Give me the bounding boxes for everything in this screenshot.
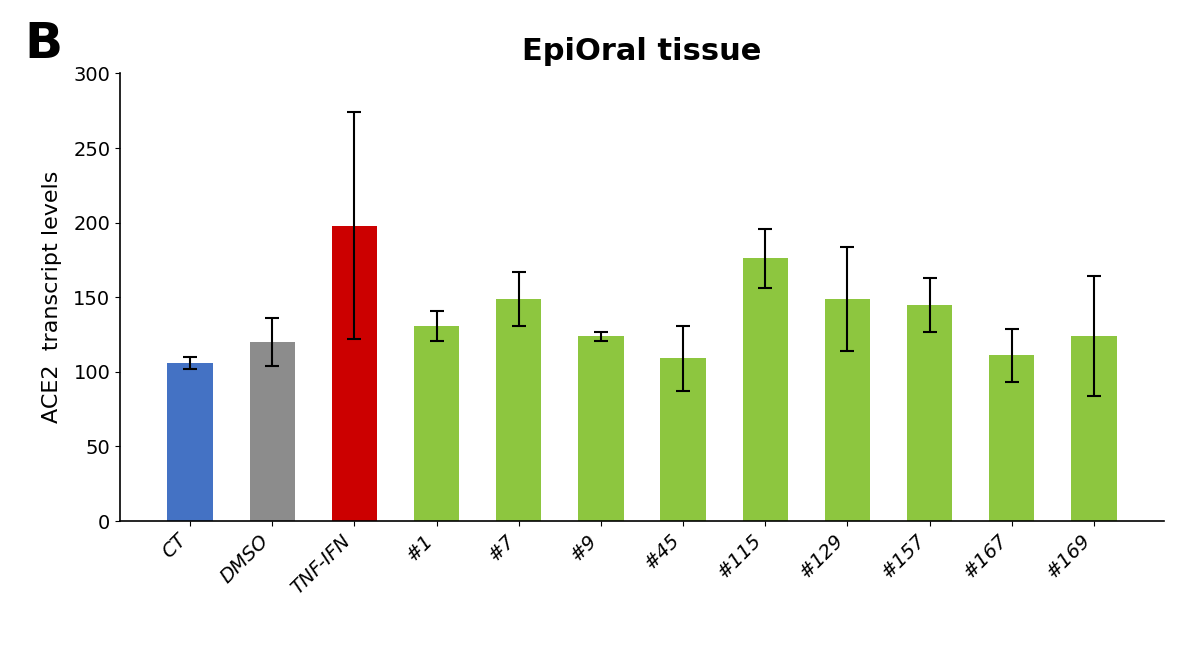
Bar — [414, 325, 460, 521]
Bar — [168, 363, 212, 521]
Bar — [496, 299, 541, 521]
Title: EpiOral tissue: EpiOral tissue — [522, 37, 762, 65]
Bar — [660, 359, 706, 521]
Bar — [331, 226, 377, 521]
Text: B: B — [24, 20, 62, 68]
Bar — [824, 299, 870, 521]
Bar — [743, 259, 788, 521]
Bar — [578, 336, 624, 521]
Bar — [250, 342, 295, 521]
Bar — [989, 355, 1034, 521]
Y-axis label: ACE2  transcript levels: ACE2 transcript levels — [42, 171, 62, 424]
Bar — [1072, 336, 1116, 521]
Bar — [907, 305, 953, 521]
